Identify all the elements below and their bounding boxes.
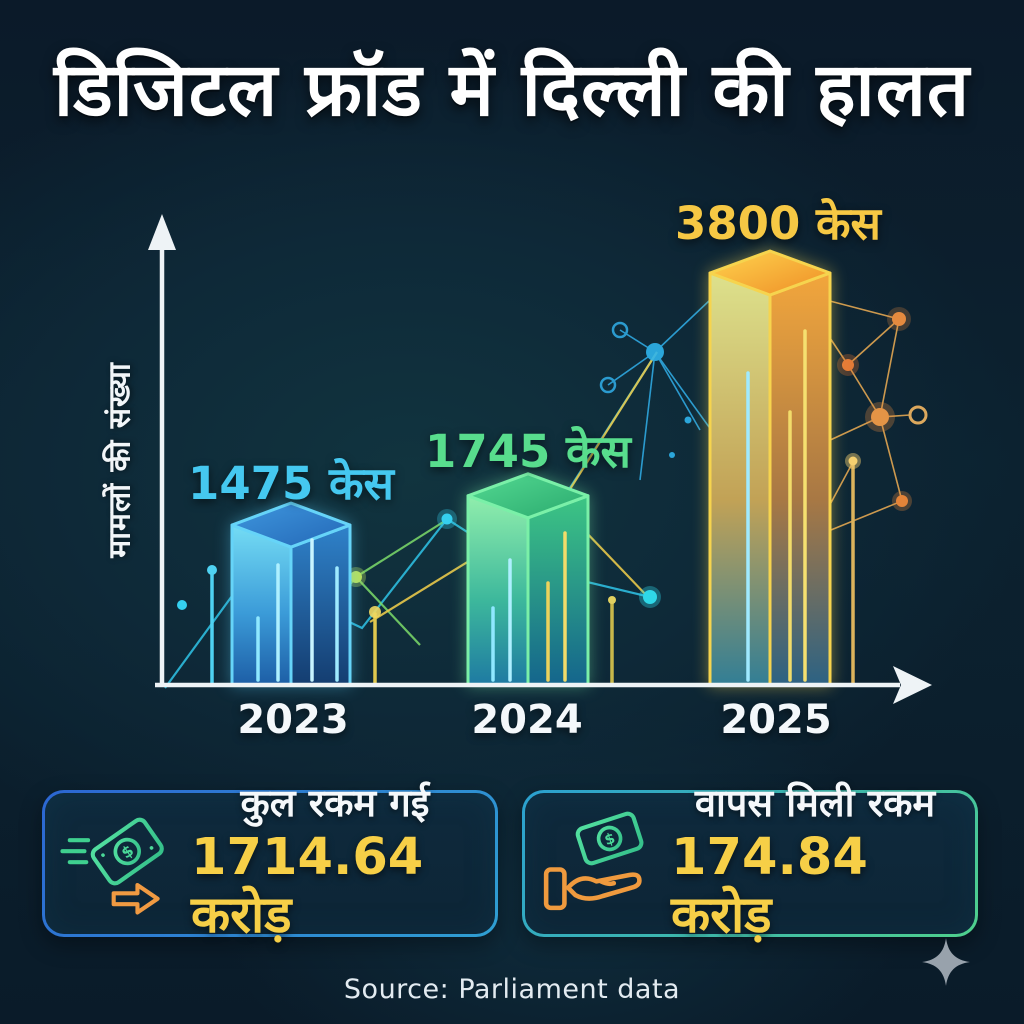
stat-label-recovered: वापस मिली रकम <box>694 781 936 826</box>
money-received-hand-icon: $ <box>543 811 644 910</box>
svg-text:$: $ <box>602 829 617 848</box>
stat-value-total-lost: 1714.64 करोड़ <box>191 827 424 946</box>
stat-label-total-lost: कुल रकम गई <box>240 781 430 826</box>
antenna-lines-front <box>256 329 807 682</box>
network-decoration-orange <box>825 299 928 533</box>
stat-card-recovered: $ वापस मिली रकम 174.84 करोड़ <box>522 781 978 945</box>
x-axis <box>155 666 932 704</box>
bar-value-label-2023: 1475 केस <box>188 457 394 510</box>
money-flying-icon: $ <box>60 817 164 915</box>
y-axis-label: मामलों की संख्या <box>102 362 138 558</box>
x-tick-2024: 2024 <box>471 697 583 743</box>
sparkle-icon <box>922 938 970 986</box>
bars-group <box>230 249 832 687</box>
source-caption: Source: Parliament data <box>343 974 681 1005</box>
x-tick-2025: 2025 <box>720 697 832 743</box>
bar-value-label-2024: 1745 केस <box>425 425 631 478</box>
x-tick-2023: 2023 <box>237 697 349 743</box>
bar-value-label-2025: 3800 केस <box>675 197 881 250</box>
y-axis <box>148 214 176 687</box>
antenna-lines-back <box>207 453 861 686</box>
stat-card-total-lost: $ कुल रकम गई 1714.64 करोड़ <box>42 781 498 945</box>
page-title: डिजिटल फ्रॉड में दिल्ली की हालत <box>53 47 971 133</box>
stat-value-recovered: 174.84 करोड़ <box>671 827 868 946</box>
